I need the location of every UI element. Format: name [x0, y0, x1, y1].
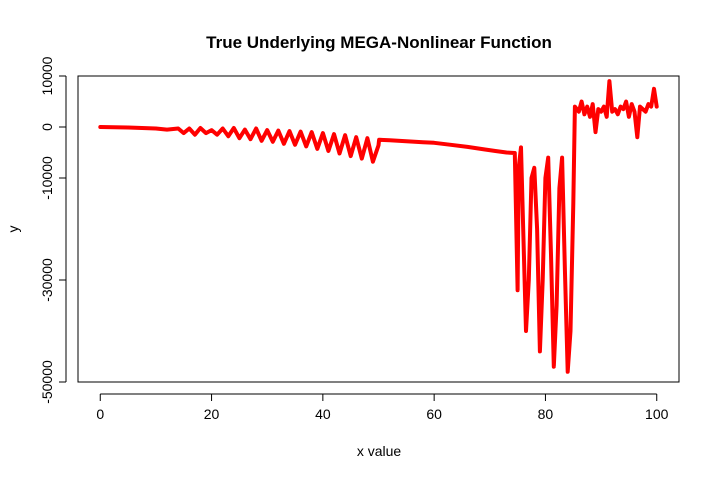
y-tick-label: -30000: [39, 258, 55, 302]
x-tick-label: 0: [96, 406, 104, 422]
x-tick-label: 20: [204, 406, 220, 422]
x-tick-label: 60: [426, 406, 442, 422]
chart-title: True Underlying MEGA-Nonlinear Function: [206, 33, 552, 52]
x-axis-label: x value: [357, 443, 402, 459]
y-axis: -50000 -30000 -10000 0 10000: [39, 56, 67, 404]
y-axis-label: y: [5, 226, 21, 233]
x-tick-label: 100: [645, 406, 669, 422]
x-tick-label: 40: [315, 406, 331, 422]
y-tick-label: -50000: [39, 360, 55, 404]
y-tick-label: -10000: [39, 156, 55, 200]
x-axis: 0 20 40 60 80 100: [96, 393, 669, 422]
series-layer: [98, 79, 659, 374]
plot-frame: [77, 75, 680, 383]
series-line-1: [98, 79, 659, 374]
x-tick-label: 80: [538, 406, 554, 422]
y-tick-label: 0: [39, 123, 55, 131]
y-tick-label: 10000: [39, 56, 55, 95]
